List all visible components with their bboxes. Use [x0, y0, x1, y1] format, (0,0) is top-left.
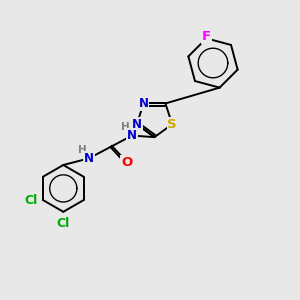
Text: N: N	[127, 129, 137, 142]
Text: S: S	[167, 118, 177, 131]
Text: N: N	[84, 152, 94, 165]
Text: Cl: Cl	[24, 194, 38, 207]
Text: H: H	[121, 122, 130, 132]
Text: N: N	[139, 97, 148, 110]
Text: O: O	[121, 155, 132, 169]
Text: N: N	[132, 118, 142, 131]
Text: F: F	[202, 30, 211, 44]
Text: H: H	[78, 145, 87, 155]
Text: Cl: Cl	[57, 217, 70, 230]
